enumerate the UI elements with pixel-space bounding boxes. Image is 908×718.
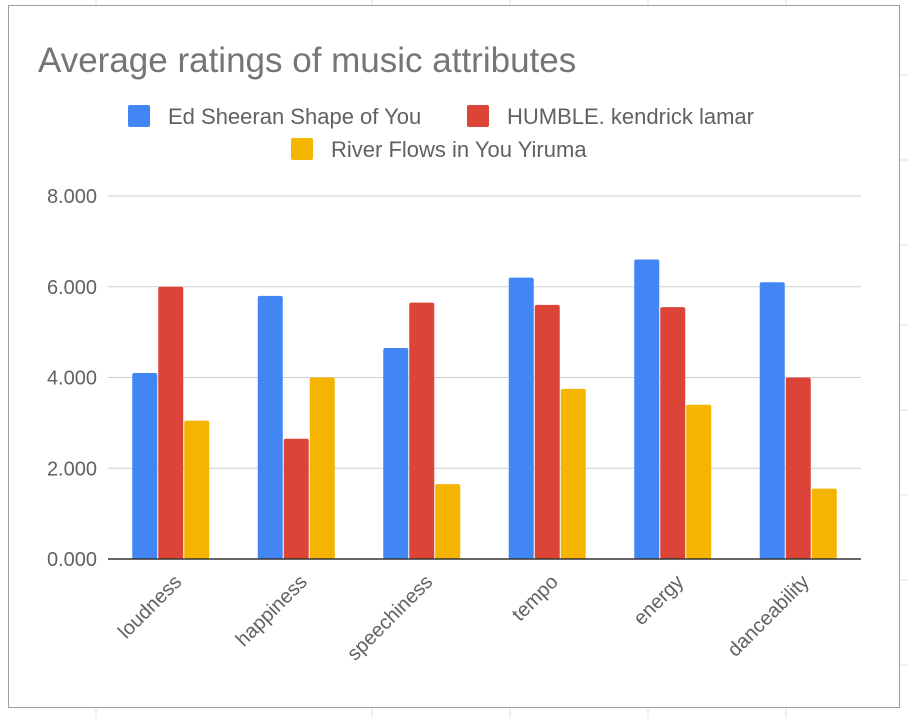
x-tick-label-loudness: loudness xyxy=(114,571,186,643)
bar-ed-sheeran-danceability[interactable] xyxy=(759,282,785,559)
bar-river-flows-loudness[interactable] xyxy=(184,420,210,559)
bar-river-flows-happiness[interactable] xyxy=(309,377,335,560)
bar-river-flows-energy[interactable] xyxy=(686,404,712,559)
y-axis: 0.000 2.000 4.000 6.000 8.000 xyxy=(47,186,97,571)
bar-ed-sheeran-happiness[interactable] xyxy=(257,295,283,559)
chart-legend: Ed Sheeran Shape of You HUMBLE. kendrick… xyxy=(128,104,754,162)
bar-humble-speechiness[interactable] xyxy=(409,302,435,559)
gridlines xyxy=(108,195,861,469)
legend-swatch-ed-sheeran xyxy=(128,105,150,127)
chart-container[interactable] xyxy=(8,5,900,708)
bar-ed-sheeran-speechiness[interactable] xyxy=(383,348,409,559)
x-tick-label-happiness: happiness xyxy=(232,571,312,651)
y-tick-label: 0.000 xyxy=(47,549,97,571)
legend-label-river-flows: River Flows in You Yiruma xyxy=(331,137,587,162)
legend-label-humble: HUMBLE. kendrick lamar xyxy=(507,104,754,129)
bar-group xyxy=(132,259,837,560)
bar-humble-tempo[interactable] xyxy=(534,304,560,559)
legend-label-ed-sheeran: Ed Sheeran Shape of You xyxy=(168,104,421,129)
bar-humble-danceability[interactable] xyxy=(785,377,811,560)
x-tick-label-tempo: tempo xyxy=(508,571,563,626)
bar-river-flows-speechiness[interactable] xyxy=(435,484,461,559)
bar-humble-loudness[interactable] xyxy=(158,286,184,559)
chart-title: Average ratings of music attributes xyxy=(38,41,576,80)
bar-humble-energy[interactable] xyxy=(660,307,686,559)
x-tick-label-danceability: danceability xyxy=(724,571,814,661)
bar-ed-sheeran-tempo[interactable] xyxy=(508,277,534,559)
x-tick-label-energy: energy xyxy=(629,571,688,630)
bar-ed-sheeran-loudness[interactable] xyxy=(132,372,158,559)
legend-swatch-humble xyxy=(467,105,489,127)
bar-river-flows-tempo[interactable] xyxy=(560,388,586,559)
y-tick-label: 2.000 xyxy=(47,458,97,480)
bar-river-flows-danceability[interactable] xyxy=(811,488,837,559)
y-tick-label: 8.000 xyxy=(47,186,97,208)
y-tick-label: 6.000 xyxy=(47,277,97,299)
bar-ed-sheeran-energy[interactable] xyxy=(634,259,660,559)
x-axis: loudness happiness speechiness tempo energy d… xyxy=(114,571,814,665)
bar-humble-happiness[interactable] xyxy=(283,438,309,559)
legend-swatch-river-flows xyxy=(291,138,313,160)
x-tick-label-speechiness: speechiness xyxy=(343,571,437,665)
y-tick-label: 4.000 xyxy=(47,368,97,390)
